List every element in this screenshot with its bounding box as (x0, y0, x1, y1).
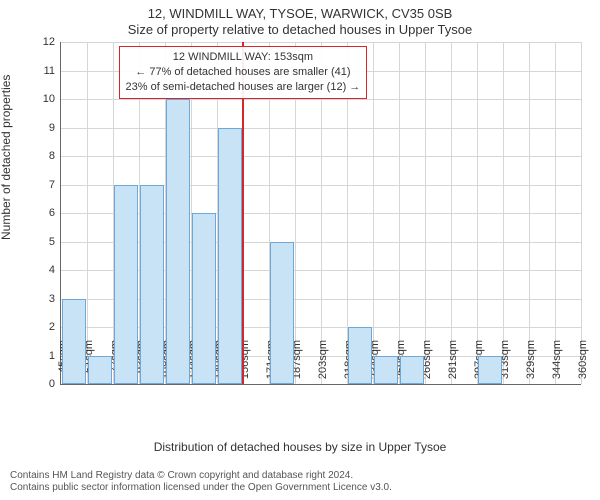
x-axis-label: Distribution of detached houses by size … (0, 440, 600, 454)
histogram-bar (62, 299, 87, 385)
histogram-bar (374, 356, 399, 385)
gridline-vertical (503, 42, 504, 384)
x-tick-label: 281sqm (447, 340, 459, 390)
gridline-vertical (425, 42, 426, 384)
gridline-vertical (529, 42, 530, 384)
gridline-vertical (581, 42, 582, 384)
histogram-bar (400, 356, 425, 385)
y-axis-label: Number of detached properties (0, 75, 13, 240)
histogram-bar (114, 185, 139, 385)
gridline-vertical (477, 42, 478, 384)
chart-title-address: 12, WINDMILL WAY, TYSOE, WARWICK, CV35 0… (0, 6, 600, 21)
gridline-vertical (87, 42, 88, 384)
y-tick-label: 10 (43, 93, 55, 105)
y-tick-label: 12 (43, 36, 55, 48)
x-tick-label: 203sqm (317, 340, 329, 390)
y-tick-label: 6 (49, 207, 55, 219)
y-tick-label: 0 (49, 378, 55, 390)
y-tick-label: 5 (49, 236, 55, 248)
y-tick-label: 7 (49, 179, 55, 191)
y-tick-label: 11 (44, 65, 55, 77)
histogram-bar (218, 128, 243, 385)
chart-title-description: Size of property relative to detached ho… (0, 22, 600, 37)
chart-plot-area: 012345678910111245sqm61sqm77sqm93sqm108s… (60, 42, 581, 385)
attribution-text: Contains HM Land Registry data © Crown c… (10, 470, 392, 494)
histogram-bar (140, 185, 165, 385)
histogram-bar (478, 356, 503, 385)
y-tick-label: 3 (49, 293, 55, 305)
histogram-bar (348, 327, 373, 384)
histogram-bar (166, 99, 191, 384)
gridline-vertical (373, 42, 374, 384)
attribution-line-2: Contains public sector information licen… (10, 482, 392, 494)
annotation-line-2: ← 77% of detached houses are smaller (41… (126, 65, 361, 80)
gridline-vertical (399, 42, 400, 384)
gridline-vertical (451, 42, 452, 384)
attribution-line-1: Contains HM Land Registry data © Crown c… (10, 470, 392, 482)
y-tick-label: 9 (49, 122, 55, 134)
gridline-vertical (555, 42, 556, 384)
y-tick-label: 1 (49, 350, 55, 362)
y-tick-label: 2 (49, 321, 55, 333)
y-tick-label: 4 (49, 264, 55, 276)
y-tick-label: 8 (49, 150, 55, 162)
x-tick-label: 329sqm (525, 340, 537, 390)
histogram-bar (192, 213, 217, 384)
annotation-box: 12 WINDMILL WAY: 153sqm← 77% of detached… (119, 46, 368, 99)
histogram-bar (270, 242, 295, 385)
x-tick-label: 360sqm (577, 340, 589, 390)
histogram-bar (88, 356, 113, 385)
x-tick-label: 344sqm (551, 340, 563, 390)
annotation-line-1: 12 WINDMILL WAY: 153sqm (126, 50, 361, 65)
annotation-line-3: 23% of semi-detached houses are larger (… (126, 80, 361, 95)
